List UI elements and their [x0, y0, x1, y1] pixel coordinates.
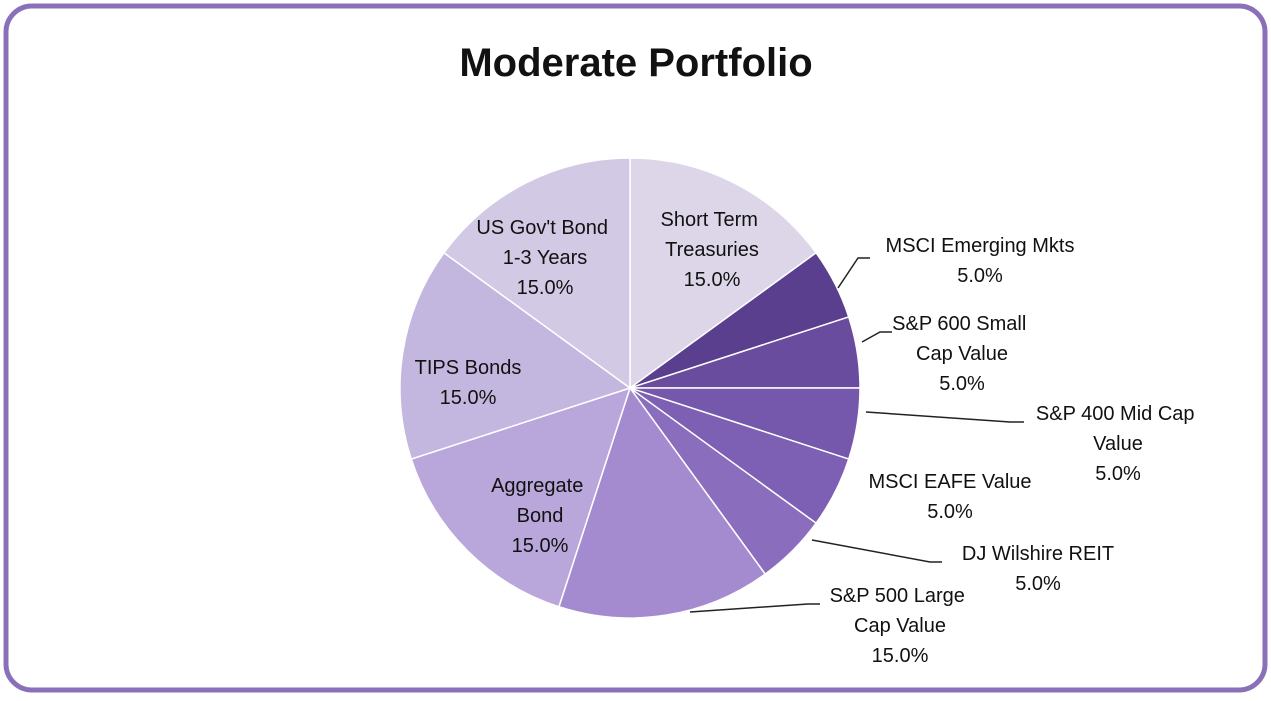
- pie-slice: [557, 386, 767, 619]
- slice-label: MSCI Emerging Mkts: [886, 235, 1075, 257]
- slice-label: S&P 400 Mid Cap Value: [1036, 403, 1200, 455]
- leader-line: [811, 539, 942, 563]
- leader-line: [865, 411, 1024, 423]
- value-label: 15.0%: [512, 535, 569, 557]
- chart-title: Moderate Portfolio: [459, 41, 812, 85]
- value-label: 15.0%: [517, 277, 574, 299]
- value-label: 5.0%: [1015, 573, 1061, 595]
- value-label: 5.0%: [1095, 463, 1141, 485]
- pie-slice: [629, 157, 818, 390]
- pie-slice: [442, 157, 631, 390]
- slice-label: US Gov't Bond 1-3 Years: [476, 217, 613, 269]
- slice-label: TIPS Bonds: [415, 357, 522, 379]
- value-label: 15.0%: [872, 645, 929, 667]
- leader-line: [861, 331, 892, 343]
- pie-slice: [410, 386, 632, 608]
- slice-label: S&P 600 Small Cap Value: [892, 313, 1032, 365]
- leader-line: [837, 257, 870, 289]
- value-label: 15.0%: [684, 269, 741, 291]
- value-label: 15.0%: [440, 387, 497, 409]
- value-label: 5.0%: [957, 265, 1003, 287]
- leader-line: [689, 603, 820, 613]
- slice-label: Aggregate Bond: [491, 475, 589, 527]
- pie-slice: [399, 251, 632, 461]
- slice-label: S&P 500 Large Cap Value: [830, 585, 971, 637]
- slice-label: MSCI EAFE Value: [868, 471, 1031, 493]
- value-label: 5.0%: [927, 501, 973, 523]
- value-label: 5.0%: [939, 373, 985, 395]
- slice-label: Short Term Treasuries: [661, 209, 764, 261]
- slice-label: DJ Wilshire REIT: [962, 543, 1114, 565]
